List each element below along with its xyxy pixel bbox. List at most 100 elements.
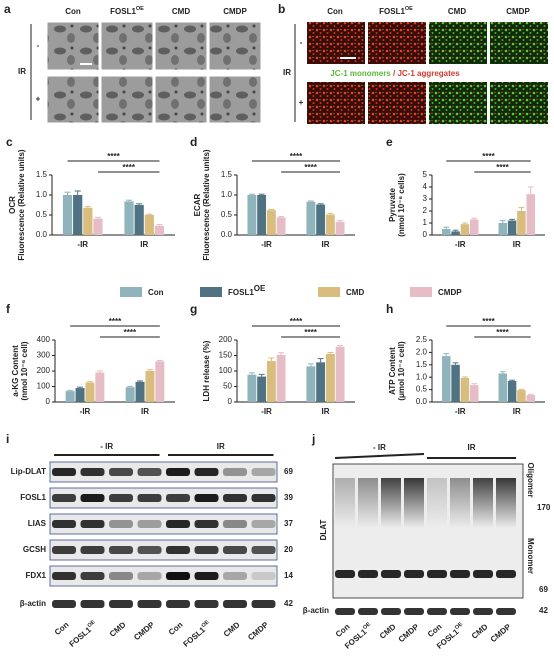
bar — [135, 381, 145, 402]
lane-label-main: CMDP — [489, 622, 513, 644]
lane-label-main: Con — [53, 620, 71, 637]
y-tick-label: 2 — [423, 206, 428, 215]
y-tick-label: 0 — [423, 230, 428, 239]
bar — [247, 374, 257, 402]
panel-label: f — [6, 302, 11, 316]
blot-band — [251, 600, 276, 608]
column-label: FOSL1OE — [379, 6, 413, 16]
y-tick-label: 1.5 — [221, 170, 233, 179]
bar — [469, 219, 479, 235]
blot-band — [194, 494, 219, 502]
loading-band — [473, 608, 493, 615]
y-axis-label: a-KG Content — [11, 345, 20, 397]
bar — [517, 211, 526, 235]
bar — [460, 377, 470, 402]
bar — [451, 364, 460, 402]
column-label-main: CMDP — [223, 7, 247, 16]
bar — [526, 194, 535, 235]
blot-band — [80, 546, 105, 554]
lane-label-main: CMD — [108, 620, 128, 639]
bar — [325, 353, 335, 402]
bar — [257, 195, 267, 235]
y-tick-label: 1.5 — [36, 170, 48, 179]
bar — [325, 214, 335, 235]
blot-band — [52, 546, 76, 554]
em-image — [46, 21, 100, 71]
oligomer-smear — [427, 478, 447, 528]
lane-label-main: Con — [334, 622, 352, 639]
bar — [85, 382, 95, 402]
blot-band — [137, 600, 162, 608]
blot-band — [166, 546, 190, 554]
blot-band — [137, 572, 162, 580]
lane-label-main: CMD — [470, 622, 490, 641]
panel-label: a — [4, 2, 11, 16]
jc1-image — [429, 82, 487, 124]
row-sign: - — [37, 41, 40, 50]
lane-label-main: Con — [167, 620, 185, 637]
y-axis-label: ATP Content — [388, 347, 397, 395]
blot-band — [166, 600, 190, 608]
blot-band — [223, 494, 247, 502]
protein-label: Lip-DLAT — [11, 467, 47, 476]
column-label: CMDP — [506, 7, 530, 16]
protein-label: GCSH — [23, 545, 46, 554]
y-tick-label: 300 — [37, 351, 51, 360]
bar — [93, 218, 103, 235]
monomer-band — [427, 570, 447, 578]
column-label-sup: OE — [405, 6, 413, 12]
jc1-image — [490, 82, 548, 124]
y-tick-label: 200 — [219, 335, 233, 344]
legend-swatch — [120, 287, 142, 297]
legend-sup: OE — [254, 284, 266, 293]
y-tick-label: 3 — [423, 194, 428, 203]
blot-band — [52, 468, 76, 476]
protein-label: DLAT — [319, 520, 328, 541]
blot-band — [109, 520, 133, 528]
column-label: Con — [327, 7, 343, 16]
lane-label: CMDP — [489, 622, 513, 644]
blot-band — [223, 468, 247, 476]
legend-label: CMD — [346, 288, 364, 297]
oligomer-smear — [404, 478, 424, 528]
em-image — [46, 75, 100, 124]
legend-swatch — [318, 287, 340, 297]
bar — [154, 225, 165, 235]
blot-band — [137, 468, 162, 476]
bar — [134, 205, 144, 235]
significance-label: **** — [304, 163, 317, 172]
lane-label-main: CMDP — [397, 622, 421, 644]
x-tick-label: IR — [322, 407, 330, 416]
em-image — [100, 21, 154, 71]
y-tick-label: 50 — [223, 382, 232, 391]
lane-label-sup: OE — [201, 620, 211, 630]
y-axis-label: LDH release (%) — [202, 340, 211, 401]
blot-band — [52, 520, 76, 528]
x-tick-label: IR — [513, 240, 521, 249]
blot-frame — [49, 565, 278, 587]
y-tick-label: 100 — [37, 382, 51, 391]
lane-label: CMDP — [132, 620, 156, 642]
legend-name: CMDP — [438, 288, 462, 297]
kda-label: 69 — [284, 467, 293, 476]
lane-label: Con — [426, 622, 444, 639]
lane-label-main: CMDP — [246, 620, 270, 642]
significance-label: **** — [496, 163, 509, 172]
blot-band — [223, 546, 247, 554]
row-sign: - — [300, 38, 303, 47]
lane-label-sup: OE — [87, 620, 97, 630]
y-axis-label: ECAR — [193, 193, 202, 216]
bar — [442, 229, 451, 235]
y-tick-label: 0.5 — [416, 385, 428, 394]
kda-label: 42 — [539, 606, 548, 615]
oligomer-label: Oligomer — [526, 462, 535, 497]
column-label-main: FOSL1 — [379, 7, 405, 16]
x-tick-label: IR — [141, 407, 149, 416]
bar — [155, 361, 165, 402]
lane-label: CMDP — [246, 620, 270, 642]
em-image — [100, 75, 154, 124]
ir-label: IR — [283, 68, 291, 77]
panel-label: e — [386, 135, 393, 149]
blot-band — [137, 520, 162, 528]
